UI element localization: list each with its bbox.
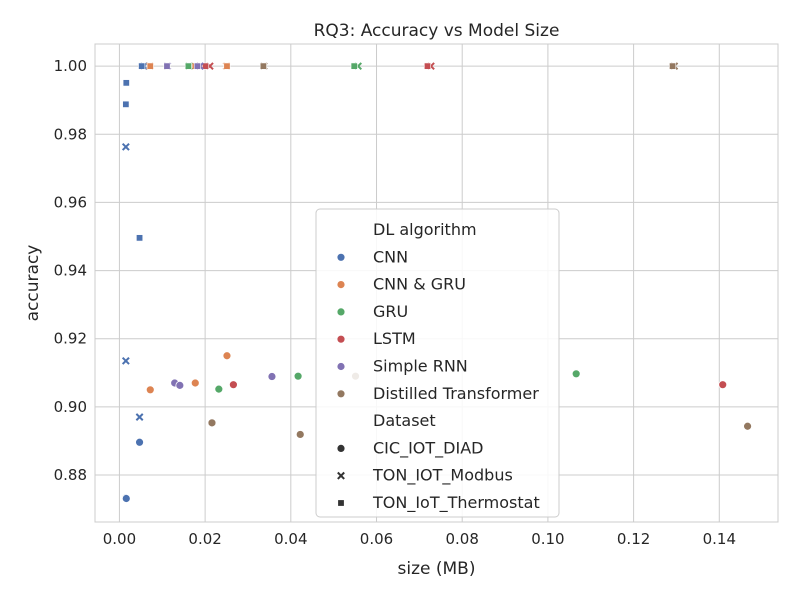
legend-entry-label: TON_IOT_Modbus bbox=[372, 466, 513, 486]
x-tick-label: 0.08 bbox=[446, 530, 479, 548]
legend-entry-label: CNN & GRU bbox=[373, 275, 466, 294]
x-tick-label: 0.04 bbox=[274, 530, 307, 548]
legend-entry-label: LSTM bbox=[373, 329, 416, 348]
legend-marker bbox=[337, 499, 345, 507]
data-point bbox=[214, 384, 224, 394]
data-point bbox=[145, 385, 155, 395]
data-point bbox=[138, 62, 146, 70]
legend-section-title: Dataset bbox=[373, 411, 436, 430]
data-point bbox=[743, 421, 752, 431]
data-point bbox=[122, 79, 130, 87]
data-point bbox=[571, 369, 581, 379]
legend-marker bbox=[336, 280, 346, 290]
legend-marker bbox=[336, 389, 346, 399]
y-tick-label: 0.90 bbox=[54, 398, 87, 416]
data-point bbox=[193, 62, 201, 70]
legend-box bbox=[315, 208, 560, 518]
x-tick-label: 0.14 bbox=[703, 530, 736, 548]
data-point bbox=[136, 234, 144, 242]
data-point bbox=[222, 351, 232, 361]
data-point bbox=[228, 380, 238, 390]
legend-marker bbox=[336, 443, 346, 453]
data-point bbox=[350, 62, 358, 70]
data-point bbox=[424, 62, 432, 70]
data-point bbox=[122, 100, 130, 108]
data-point bbox=[135, 437, 144, 447]
data-point bbox=[207, 418, 217, 428]
data-point bbox=[267, 372, 277, 381]
data-point bbox=[718, 380, 728, 390]
data-point bbox=[121, 142, 130, 151]
x-tick-label: 0.02 bbox=[188, 530, 221, 548]
legend-section-title: DL algorithm bbox=[373, 220, 477, 239]
data-point bbox=[202, 62, 210, 70]
x-tick-label: 0.12 bbox=[617, 530, 650, 548]
y-tick-label: 0.96 bbox=[54, 193, 87, 211]
legend: DL algorithm CNN CNN & GRU GRU LSTM Simple RN… bbox=[315, 208, 560, 518]
legend-marker bbox=[336, 252, 346, 262]
data-point bbox=[223, 62, 231, 70]
legend-entry-label: CNN bbox=[373, 247, 408, 266]
legend-entry-label: TON_IoT_Thermostat bbox=[372, 493, 540, 513]
y-tick-label: 1.00 bbox=[54, 57, 87, 75]
data-point bbox=[669, 62, 677, 70]
data-point bbox=[135, 413, 144, 421]
data-point bbox=[121, 494, 131, 503]
data-point bbox=[295, 430, 305, 439]
data-point bbox=[293, 371, 303, 381]
x-tick-labels: 0.00 0.02 0.04 0.06 0.08 0.10 0.12 0.14 bbox=[103, 530, 736, 548]
legend-marker bbox=[336, 334, 346, 344]
x-tick-label: 0.06 bbox=[360, 530, 393, 548]
legend-marker bbox=[336, 362, 346, 371]
legend-marker bbox=[336, 307, 346, 317]
x-axis-label: size (MB) bbox=[398, 559, 476, 579]
y-tick-label: 0.88 bbox=[54, 466, 87, 484]
y-tick-label: 0.98 bbox=[54, 125, 87, 143]
data-point bbox=[184, 62, 192, 70]
legend-entry-label: CIC_IOT_DIAD bbox=[373, 438, 483, 458]
data-point bbox=[259, 62, 267, 70]
y-tick-label: 0.92 bbox=[54, 330, 87, 348]
legend-entry-label: Distilled Transformer bbox=[373, 384, 539, 403]
y-tick-labels: 0.88 0.90 0.92 0.94 0.96 0.98 1.00 bbox=[54, 57, 87, 484]
data-point bbox=[190, 378, 200, 388]
data-point bbox=[146, 62, 154, 70]
legend-marker bbox=[337, 471, 345, 480]
x-tick-label: 0.10 bbox=[531, 530, 564, 548]
data-point bbox=[175, 380, 185, 390]
legend-entry-label: Simple RNN bbox=[373, 357, 468, 376]
data-point bbox=[163, 62, 171, 70]
legend-entry-label: GRU bbox=[373, 302, 408, 321]
x-tick-label: 0.00 bbox=[103, 530, 136, 548]
chart-title: RQ3: Accuracy vs Model Size bbox=[314, 21, 560, 41]
data-points bbox=[121, 62, 752, 503]
y-axis-label: accuracy bbox=[23, 245, 43, 322]
y-tick-label: 0.94 bbox=[54, 262, 87, 280]
data-point bbox=[121, 356, 130, 365]
